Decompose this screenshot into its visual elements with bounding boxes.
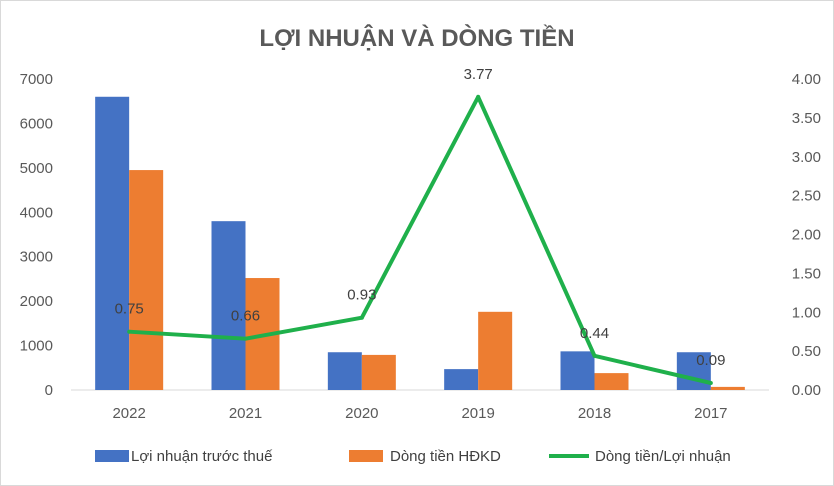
bar-dong-tien	[129, 170, 164, 390]
bar-dong-tien	[361, 354, 396, 390]
left-tick-label: 0	[45, 382, 53, 399]
ratio-point	[243, 336, 248, 341]
bar-loi-nhuan	[444, 369, 479, 390]
bar-loi-nhuan	[560, 351, 595, 390]
ratio-line-path	[129, 94, 712, 385]
bar-loi-nhuan	[327, 352, 362, 390]
left-tick-label: 4000	[20, 204, 53, 221]
chart-title: LỢI NHUẬN VÀ DÒNG TIỀN	[259, 24, 574, 52]
right-tick-label: 3.00	[792, 149, 821, 166]
bar-loi-nhuan	[95, 96, 130, 391]
right-tick-label: 1.50	[792, 265, 821, 282]
bar-loi-nhuan	[211, 221, 246, 390]
legend-loi-nhuan-swatch	[95, 450, 129, 462]
bar-dong-tien	[594, 373, 629, 390]
left-tick-label: 6000	[20, 115, 53, 132]
legend-ratio-label: Dòng tiền/Lợi nhuận	[595, 448, 731, 465]
bar-dong-tien	[710, 386, 745, 390]
ratio-data-label: 3.77	[464, 66, 493, 83]
bar-dong-tien	[478, 311, 513, 390]
category-label: 2018	[578, 405, 611, 422]
ratio-line	[127, 94, 713, 386]
ratio-point	[127, 329, 132, 334]
right-tick-label: 2.50	[792, 188, 821, 205]
category-label: 2020	[345, 405, 378, 422]
ratio-data-label: 0.44	[580, 325, 609, 342]
left-tick-label: 5000	[20, 160, 53, 177]
right-tick-label: 0.50	[792, 343, 821, 360]
ratio-data-label: 0.09	[696, 352, 725, 369]
legend-loi-nhuan-label: Lợi nhuận trước thuế	[131, 448, 273, 465]
bars	[95, 96, 745, 391]
ratio-point	[476, 94, 481, 99]
ratio-point	[592, 353, 597, 358]
left-tick-label: 2000	[20, 293, 53, 310]
left-axis: 0 1000 2000 3000 4000 5000 6000 7000	[20, 71, 53, 399]
ratio-point	[708, 381, 713, 386]
ratio-data-label: 0.75	[115, 301, 144, 318]
left-tick-label: 3000	[20, 249, 53, 266]
right-tick-label: 3.50	[792, 110, 821, 127]
left-tick-label: 1000	[20, 338, 53, 355]
right-tick-label: 0.00	[792, 382, 821, 399]
category-label: 2017	[694, 405, 727, 422]
ratio-data-labels: 0.75 0.66 0.93 3.77 0.44 0.09	[115, 66, 726, 369]
category-label: 2021	[229, 405, 262, 422]
category-label: 2019	[461, 405, 494, 422]
legend-dong-tien-swatch	[349, 450, 383, 462]
right-tick-label: 1.00	[792, 304, 821, 321]
category-label: 2022	[112, 405, 145, 422]
right-tick-label: 4.00	[792, 71, 821, 88]
ratio-data-label: 0.93	[347, 287, 376, 304]
left-tick-label: 7000	[20, 71, 53, 88]
ratio-point	[359, 315, 364, 320]
ratio-data-label: 0.66	[231, 308, 260, 325]
right-axis: 0.00 0.50 1.00 1.50 2.00 2.50 3.00 3.50 4.00	[792, 71, 821, 399]
category-labels: 2022 2021 2020 2019 2018 2017	[112, 405, 727, 422]
legend: Lợi nhuận trước thuế Dòng tiền HĐKD Dòng t…	[95, 448, 731, 465]
right-tick-label: 2.00	[792, 227, 821, 244]
legend-dong-tien-label: Dòng tiền HĐKD	[390, 448, 501, 465]
